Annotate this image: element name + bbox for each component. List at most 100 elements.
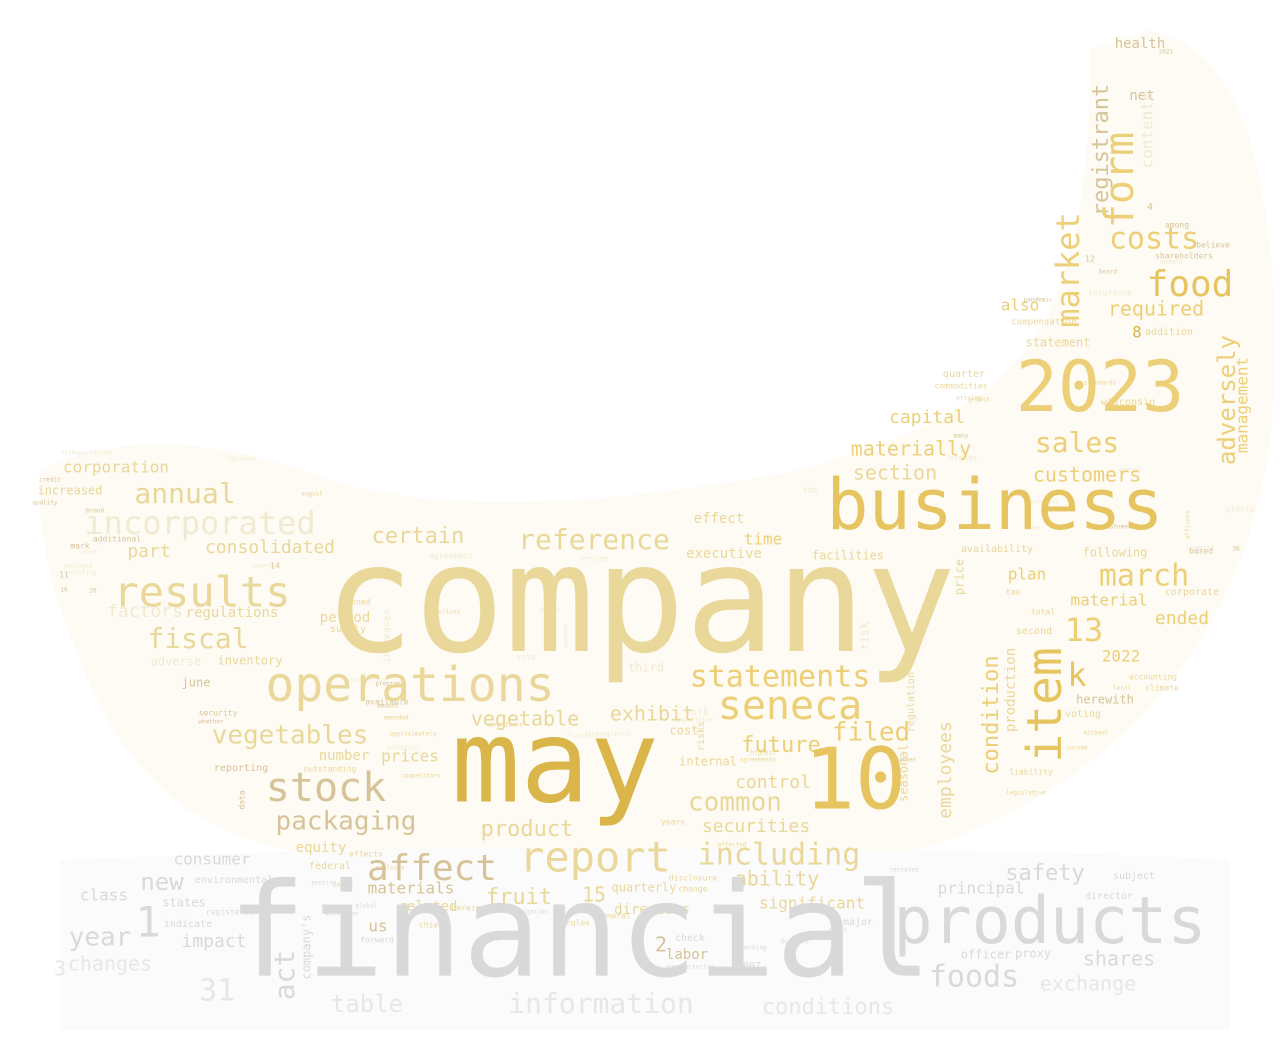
cloud-word: proxy [1015, 947, 1051, 961]
cloud-word: regulation [906, 672, 917, 732]
cloud-word: rules [566, 919, 590, 928]
cloud-word: regulations [186, 605, 279, 621]
cloud-word: shares [1083, 947, 1155, 971]
cloud-word: section [853, 461, 937, 485]
cloud-word: income [1066, 745, 1088, 752]
cloud-word: competitors [401, 773, 441, 780]
cloud-word: 2 [655, 933, 667, 957]
cloud-word: forward [360, 936, 394, 945]
cloud-word: material [1070, 591, 1147, 610]
cloud-word: compliance [487, 722, 524, 729]
cloud-word: act [268, 950, 301, 1001]
cloud-word: materials [368, 879, 455, 898]
cloud-word: increases [382, 609, 393, 663]
cloud-word: registered [206, 908, 254, 917]
cloud-word: fees [1026, 525, 1041, 532]
cloud-word: ability [735, 867, 819, 891]
cloud-word: consolidated [205, 537, 335, 558]
cloud-word: statements [690, 660, 871, 695]
cloud-word: food [1147, 264, 1234, 305]
cloud-word: third [628, 661, 664, 675]
cloud-word: reference [518, 523, 670, 556]
cloud-word: securities [702, 816, 810, 837]
cloud-word: factors [107, 601, 183, 622]
cloud-word: fiscal [147, 622, 248, 655]
cloud-word: principal [938, 879, 1025, 898]
cloud-word: manufacturing [667, 964, 714, 971]
cloud-word: distribution [343, 677, 387, 684]
cloud-word: agreement [429, 552, 473, 561]
cloud-word: restated [890, 867, 919, 874]
cloud-word: quarterly [611, 881, 676, 895]
cloud-word: competitive [673, 717, 713, 724]
cloud-word: investor [1186, 545, 1215, 552]
cloud-word: directors [614, 902, 690, 918]
lower-wash-shape [60, 847, 1230, 1030]
cloud-word: amended [383, 715, 409, 722]
cloud-word: green [484, 588, 493, 612]
cloud-word: stock [266, 765, 386, 811]
cloud-word: canned [342, 598, 371, 607]
cloud-word: services [580, 556, 609, 563]
cloud-word: report [519, 833, 671, 882]
cloud-word: vegetable [471, 707, 579, 731]
cloud-word: annual [134, 477, 235, 510]
cloud-word: quarter [943, 369, 985, 380]
cloud-word: seneca [718, 683, 863, 729]
cloud-word: costs [1109, 222, 1199, 257]
cloud-word: part [127, 541, 170, 562]
cloud-word: labor [666, 947, 708, 963]
cloud-word: board [1099, 269, 1117, 276]
cloud-word: prices [381, 747, 439, 766]
cloud-word: also [1001, 296, 1040, 315]
cloud-word: adversely [1213, 335, 1241, 465]
cloud-word: weather [891, 757, 917, 764]
cloud-word: michael [1083, 730, 1109, 737]
cloud-word: new [140, 868, 184, 896]
cloud-word: document [781, 939, 810, 946]
cloud-word: fluctuations [566, 733, 610, 740]
cloud-word: facilities [812, 549, 884, 563]
cloud-word: tax [1006, 588, 1021, 597]
cloud-word: 26 [89, 588, 97, 595]
cloud-word: energy [1119, 467, 1141, 474]
cloud-word: vote [516, 653, 535, 662]
cloud-word: addition [1145, 327, 1193, 338]
cloud-word: compensation [1011, 318, 1076, 328]
cloud-word: period [320, 610, 371, 626]
cloud-word: based [1189, 547, 1213, 556]
cloud-word: pandemic [1024, 297, 1053, 304]
cloud-word: 14 [270, 562, 280, 571]
cloud-word: commodities [935, 382, 988, 391]
cloud-word: customer [1103, 524, 1132, 531]
cloud-word: transportation [61, 450, 112, 457]
cloud-word: growth [968, 397, 990, 404]
cloud-word: related [398, 899, 457, 915]
cloud-word: cause [79, 549, 97, 556]
cloud-word: among [1165, 221, 1189, 230]
cloud-word: production [1003, 648, 1019, 732]
cloud-word: company's [300, 914, 314, 979]
cloud-word: table [331, 990, 403, 1018]
cloud-word: pricing [956, 395, 982, 402]
cloud-word: packaging [276, 807, 417, 837]
cloud-word: statement [1025, 336, 1090, 350]
cloud-word: august [301, 491, 323, 498]
cloud-word: march [1099, 559, 1189, 594]
cloud-word: adverse [151, 655, 202, 669]
cloud-word: us [368, 917, 387, 936]
cloud-word: common [688, 788, 782, 818]
cloud-word: annual [539, 607, 561, 614]
cloud-word: health [1115, 36, 1166, 52]
cloud-word: company [324, 513, 956, 687]
cloud-word: significant [759, 894, 865, 913]
cloud-word: effect [694, 511, 745, 527]
cloud-word: 11 [59, 571, 69, 580]
cloud-word: packaged [64, 563, 93, 570]
cloud-word: availability [961, 544, 1033, 555]
cloud-word: states [162, 896, 205, 910]
cloud-word: accounting [1129, 673, 1177, 682]
cloud-word: 10 [804, 730, 906, 829]
